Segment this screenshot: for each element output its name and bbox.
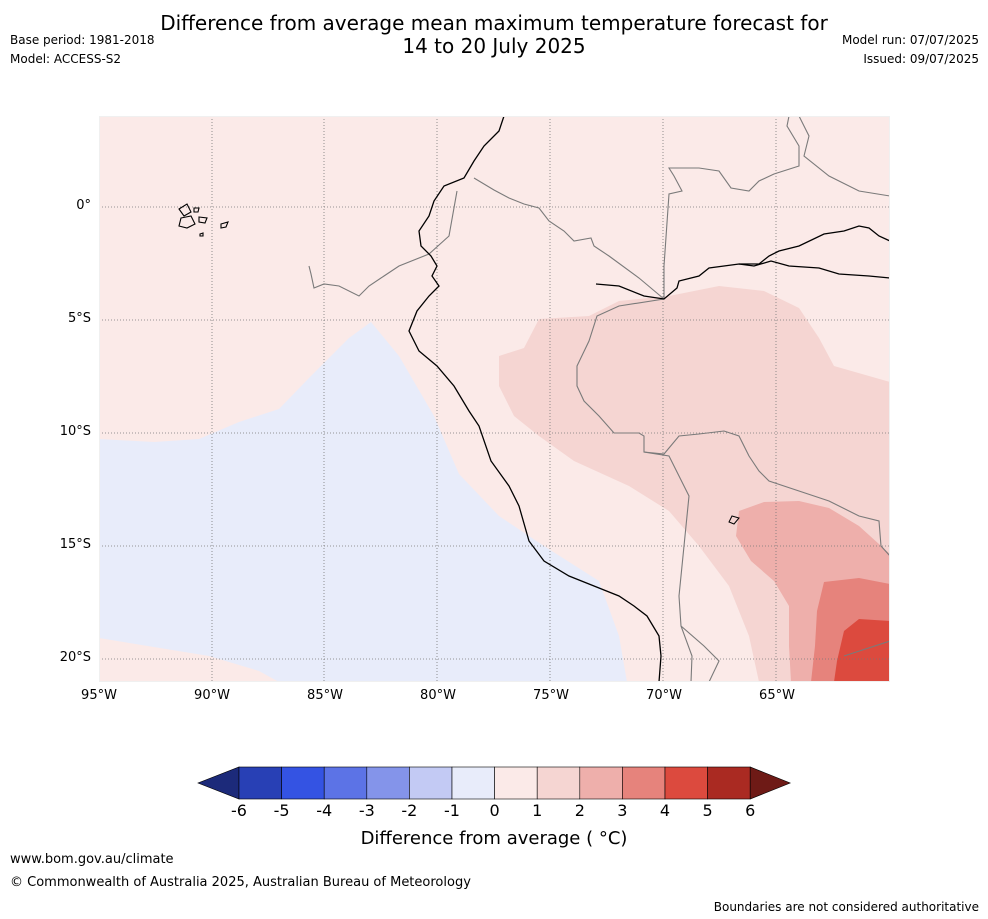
colorbar-tick-label: -4 — [316, 801, 333, 820]
colorbar-tick-label: 3 — [617, 801, 628, 820]
issued-date: Issued: 09/07/2025 — [863, 52, 979, 66]
lat-label-15s: 15°S — [59, 537, 91, 552]
colorbar-cell — [494, 766, 538, 800]
lon-label-75w: 75°W — [533, 688, 569, 703]
colorbar-title: Difference from average ( °C) — [360, 828, 628, 849]
lat-label-0: 0° — [76, 198, 91, 213]
galapagos-islands — [178, 203, 229, 237]
colorbar-tick-label: 0 — [489, 801, 500, 820]
colorbar-tick-label: 4 — [659, 801, 671, 820]
anomaly-map — [99, 115, 891, 683]
colorbar-tick-label: 2 — [574, 801, 585, 820]
colorbar-tick-label: -3 — [358, 801, 375, 820]
title-line-2: 14 to 20 July 2025 — [402, 34, 586, 58]
colorbar-tick-label: 1 — [532, 801, 543, 820]
colorbar-tick-label: -6 — [231, 801, 247, 820]
coastline — [408, 115, 891, 683]
model-name: Model: ACCESS-S2 — [10, 52, 122, 66]
colorbar-cell — [281, 766, 325, 800]
lat-label-20s: 20°S — [59, 650, 91, 665]
title-line-1: Difference from average mean maximum tem… — [160, 11, 828, 35]
colorbar-cell — [664, 766, 708, 800]
lake-titicaca — [728, 515, 740, 525]
graticule — [99, 116, 890, 682]
lat-label-5s: 5°S — [67, 311, 91, 326]
map-title: Difference from average mean maximum tem… — [0, 12, 988, 58]
colorbar-tick-label: -2 — [401, 801, 418, 820]
copyright: © Commonwealth of Australia 2025, Austra… — [10, 875, 471, 890]
colorbar-cell — [238, 766, 282, 800]
colorbar-cell — [622, 766, 666, 800]
base-period: Base period: 1981-2018 — [10, 33, 155, 47]
country-borders — [308, 115, 891, 683]
lon-label-65w: 65°W — [759, 688, 795, 703]
model-run: Model run: 07/07/2025 — [841, 33, 979, 47]
colorbar-extension-low — [197, 766, 240, 800]
colorbar-cell — [579, 766, 623, 800]
lon-label-85w: 85°W — [307, 688, 343, 703]
colorbar-tick-label: -1 — [444, 801, 460, 820]
lon-label-70w: 70°W — [646, 688, 682, 703]
colorbar-cell — [536, 766, 581, 800]
lon-label-95w: 95°W — [81, 688, 117, 703]
colorbar-cell — [366, 766, 410, 800]
colorbar-extension-high — [749, 766, 792, 800]
colorbar-cell — [451, 766, 495, 800]
anomaly-minus1-to-0-area — [99, 322, 627, 682]
colorbar — [197, 766, 792, 800]
map-svg — [99, 115, 891, 683]
lon-label-80w: 80°W — [420, 688, 456, 703]
colorbar-tick-label: -5 — [273, 801, 290, 820]
colorbar-cell — [323, 766, 368, 800]
lon-label-90w: 90°W — [194, 688, 230, 703]
website-link[interactable]: www.bom.gov.au/climate — [10, 852, 174, 867]
colorbar-cell — [707, 766, 751, 800]
colorbar-tick-label: 5 — [702, 801, 713, 820]
boundary-disclaimer: Boundaries are not considered authoritat… — [713, 900, 979, 914]
colorbar-tick-label: 6 — [745, 801, 756, 820]
colorbar-cell — [409, 766, 453, 800]
lat-label-10s: 10°S — [59, 424, 91, 439]
